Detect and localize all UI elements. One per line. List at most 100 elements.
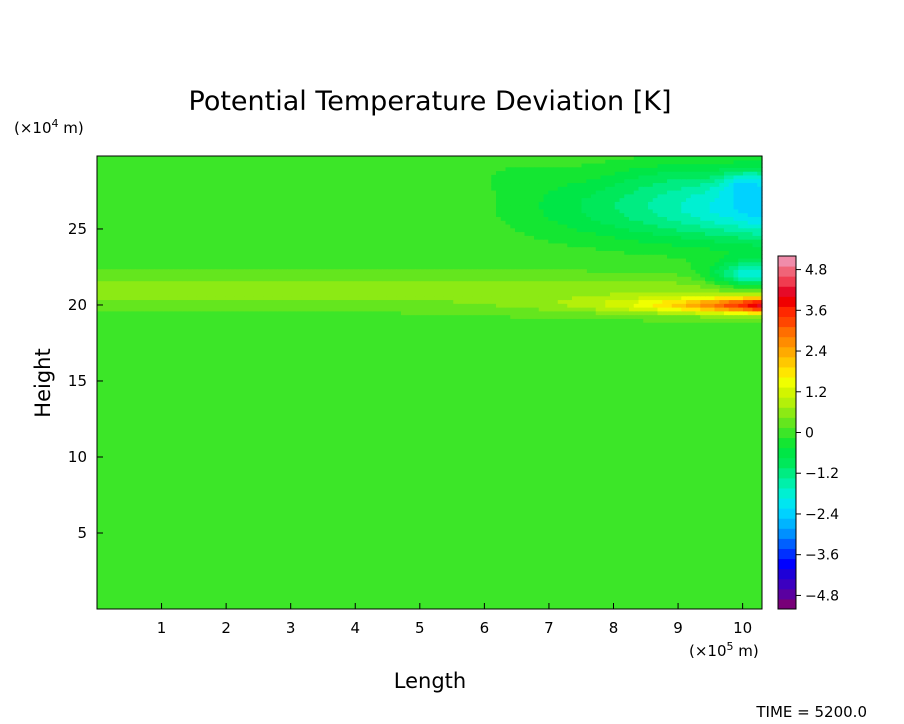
heatmap-cell [576,235,583,240]
heatmap-cell [705,197,711,202]
heatmap-cell [738,182,744,187]
heatmap-cell [610,197,616,202]
heatmap-cell [458,273,464,278]
heatmap-cell [757,201,763,206]
heatmap-cell [572,193,578,199]
heatmap-cell [581,208,587,214]
heatmap-cell [662,201,668,206]
heatmap-cell [334,288,340,293]
heatmap-cell [629,299,635,304]
heatmap-cell [572,174,578,180]
heatmap-cell [249,299,255,304]
heatmap-cell [291,284,298,289]
heatmap-cell [586,231,592,236]
heatmap-cell [586,307,592,312]
heatmap-cell [600,163,606,168]
heatmap-cell [244,288,250,293]
heatmap-cell [329,303,336,308]
heatmap-cell [605,231,611,236]
heatmap-cell [358,276,364,282]
heatmap-cell [648,189,654,195]
heatmap-cell [652,178,659,184]
heatmap-cell [619,227,625,233]
heatmap-cell [700,227,706,233]
heatmap-cell [230,284,236,289]
heatmap-cell [671,231,678,236]
heatmap-cell [705,208,711,214]
heatmap-cell [709,314,716,319]
heatmap-cell [358,273,364,278]
heatmap-cell [562,201,568,206]
heatmap-cell [462,280,469,285]
heatmap-cell [177,291,184,297]
heatmap-cell [448,280,454,285]
heatmap-cell [728,276,735,282]
heatmap-cell [548,239,554,244]
heatmap-cell [182,295,188,301]
heatmap-cell [619,216,625,221]
heatmap-cell [681,280,687,285]
heatmap-cell [225,273,231,278]
heatmap-cell [667,239,673,244]
heatmap-cell [391,280,397,285]
heatmap-cell [320,284,326,289]
heatmap-cell [581,284,587,289]
heatmap-cell [714,182,720,187]
heatmap-cell [714,227,720,233]
heatmap-cell [448,307,454,312]
heatmap-cell [553,284,559,289]
heatmap-cell [738,261,744,267]
heatmap-cell [614,208,621,214]
heatmap-cell [652,310,659,316]
heatmap-cell [690,299,697,304]
heatmap-cell [500,171,507,176]
heatmap-cell [605,220,611,225]
heatmap-cell [638,201,644,206]
heatmap-cell [500,295,507,301]
heatmap-cell [705,171,711,176]
heatmap-cell [610,231,616,236]
heatmap-cell [434,307,440,312]
heatmap-cell [657,227,663,233]
heatmap-cell [125,288,131,293]
heatmap-cell [686,186,692,191]
heatmap-cell [633,280,640,285]
heatmap-cell [681,288,687,293]
heatmap-cell [576,295,583,301]
heatmap-cell [709,208,716,214]
heatmap-cell [543,189,549,195]
heatmap-cell [700,182,706,187]
heatmap-cell [239,280,245,285]
heatmap-cell [719,235,725,240]
heatmap-cell [714,242,720,248]
heatmap-cell [676,254,682,259]
heatmap-cell [139,307,146,312]
heatmap-cell [633,212,640,217]
heatmap-cell [486,280,492,285]
heatmap-cell [724,182,730,187]
heatmap-cell [372,269,378,274]
heatmap-cell [496,174,502,180]
heatmap-cell [752,261,758,267]
heatmap-cell [600,246,606,251]
heatmap-cell [695,186,701,191]
heatmap-cell [633,174,640,180]
heatmap-cell [353,273,359,278]
heatmap-cell [738,171,744,176]
heatmap-cell [624,250,630,255]
heatmap-cell [686,314,692,319]
heatmap-cell [519,182,526,187]
heatmap-cell [700,212,706,217]
heatmap-cell [695,303,701,308]
heatmap-cell [600,197,606,202]
heatmap-cell [529,295,535,301]
heatmap-cell [667,156,673,161]
heatmap-cell [519,189,526,195]
heatmap-cell [643,310,649,316]
heatmap-cell [310,303,317,308]
heatmap-cell [633,216,640,221]
heatmap-cell [510,212,516,217]
heatmap-cell [733,242,739,248]
heatmap-cell [714,208,720,214]
heatmap-cell [557,284,564,289]
